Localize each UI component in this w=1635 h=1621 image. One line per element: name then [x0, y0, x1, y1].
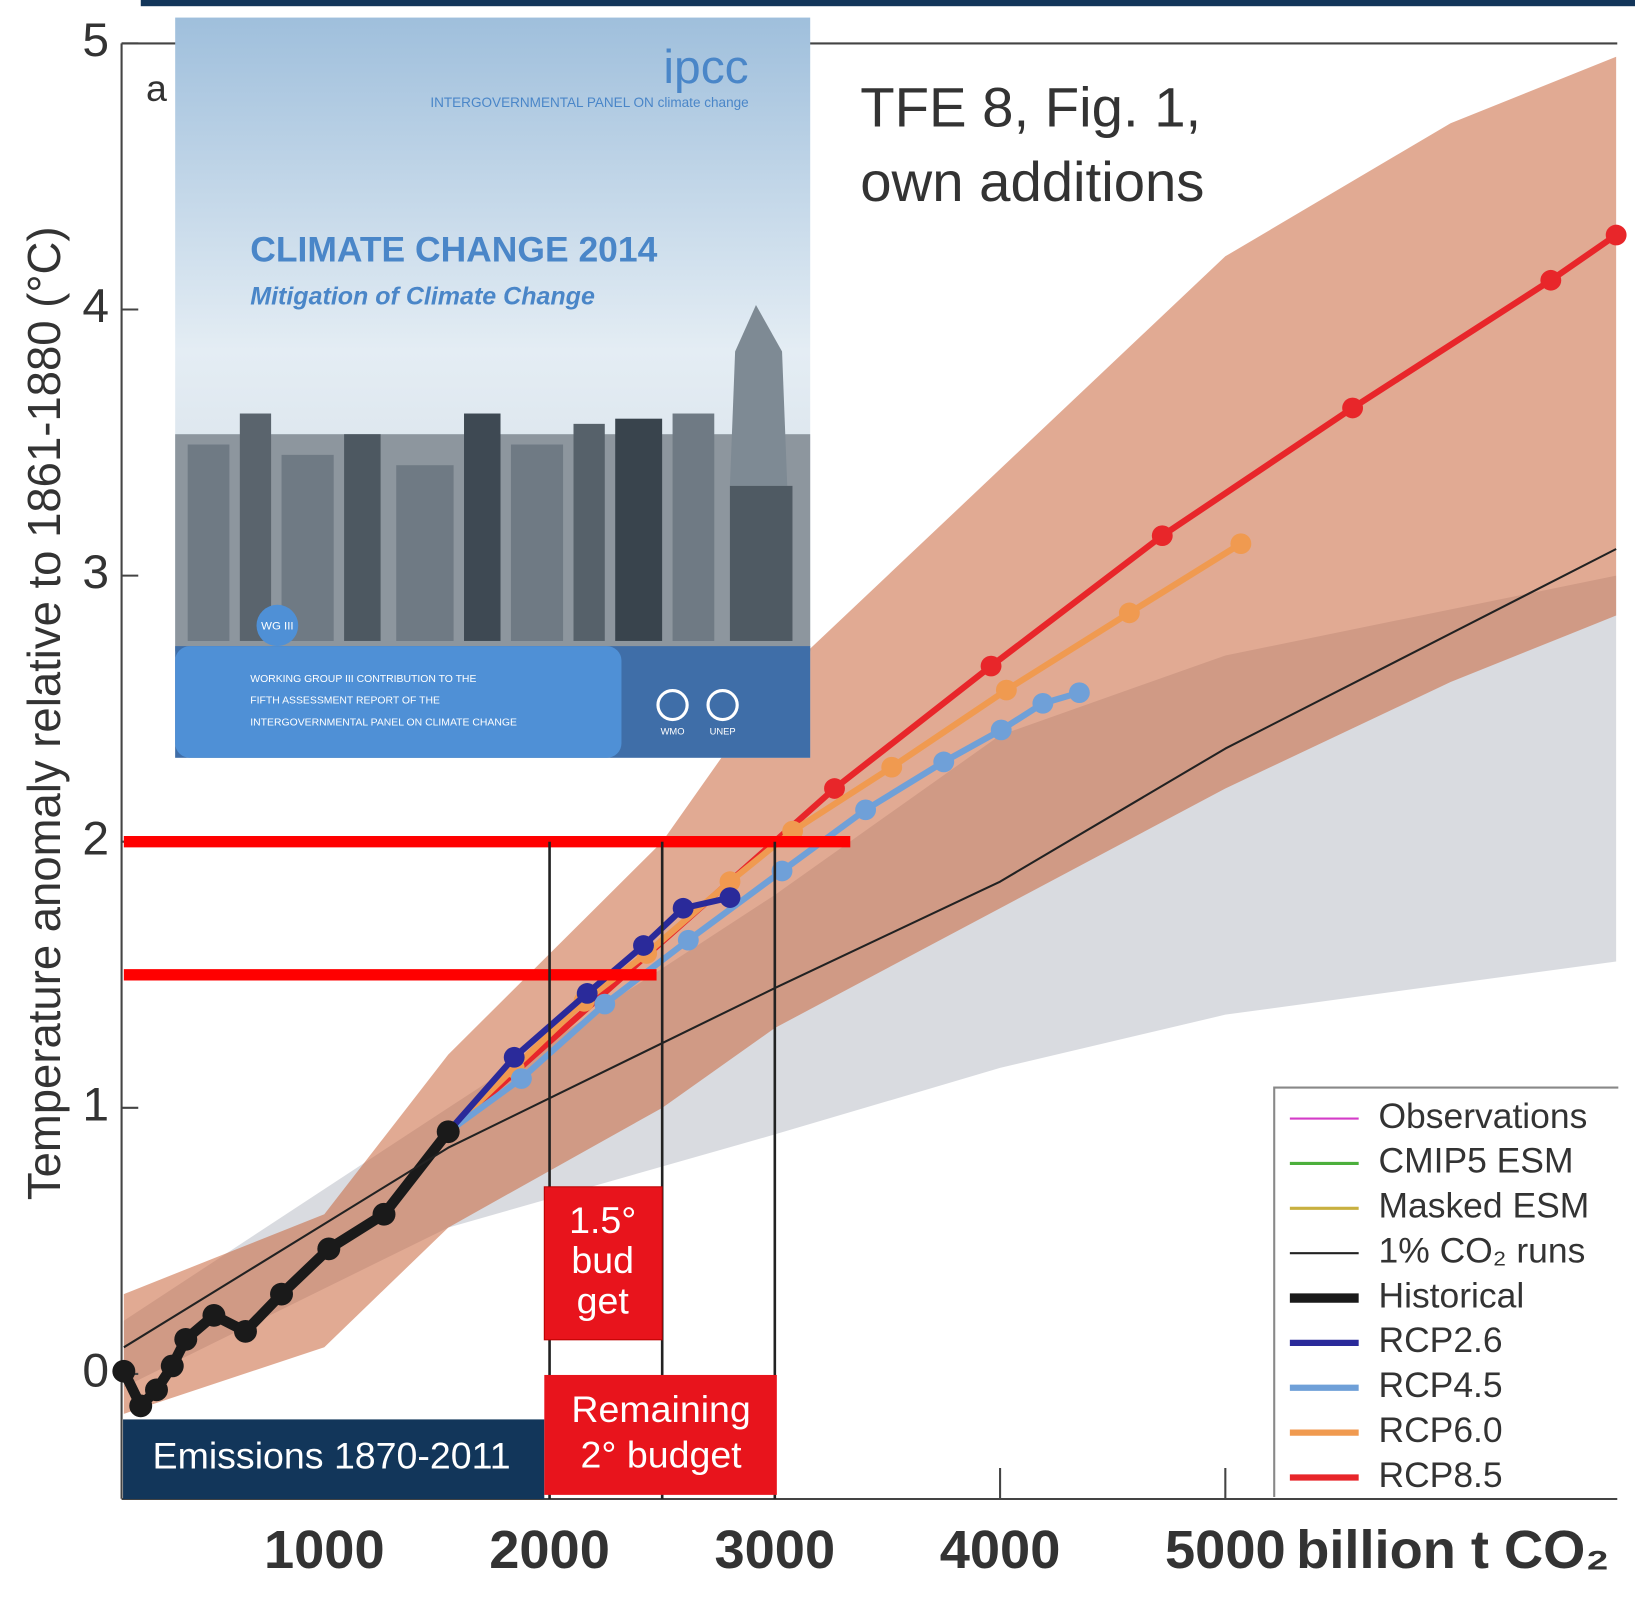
series-marker	[1152, 525, 1173, 546]
series-marker	[673, 898, 694, 919]
series-marker	[1606, 225, 1627, 246]
budget-label: bud	[571, 1239, 634, 1281]
series-marker	[881, 757, 902, 778]
cover-line: WORKING GROUP III CONTRIBUTION TO THE	[250, 674, 476, 685]
series-marker	[1342, 398, 1363, 419]
chart-title: own additions	[860, 150, 1204, 213]
x-tick-label: 2000	[489, 1520, 610, 1580]
cover-org: INTERGOVERNMENTAL PANEL ON climate chang…	[430, 95, 748, 110]
y-tick-label: 3	[82, 546, 109, 599]
series-marker	[633, 935, 654, 956]
chart-title: TFE 8, Fig. 1,	[860, 76, 1201, 139]
legend-label: Masked ESM	[1378, 1187, 1589, 1226]
legend-label: Historical	[1378, 1276, 1524, 1315]
cover-line: FIFTH ASSESSMENT REPORT OF THE	[250, 696, 440, 707]
series-marker	[202, 1304, 225, 1327]
series-marker	[145, 1379, 168, 1402]
series-marker	[373, 1203, 396, 1226]
series-marker	[996, 680, 1017, 701]
series-marker	[1032, 693, 1053, 714]
cover-logo-label: WMO	[661, 726, 685, 736]
x-tick-label: 5000	[1165, 1520, 1286, 1580]
cover-line: INTERGOVERNMENTAL PANEL ON CLIMATE CHANG…	[250, 717, 517, 728]
cover-badge-text: WG III	[261, 621, 293, 633]
emissions-label: Emissions 1870-2011	[153, 1435, 511, 1477]
series-marker	[678, 930, 699, 951]
cover-subtitle: Mitigation of Climate Change	[250, 282, 595, 310]
budget-label: 1.5°	[569, 1199, 636, 1241]
x-tick-label: 3000	[715, 1520, 836, 1580]
y-tick-label: 0	[82, 1345, 109, 1398]
y-tick-label: 2	[82, 812, 109, 865]
series-marker	[270, 1283, 293, 1306]
y-axis-label: Temperature anomaly relative to 1861-188…	[19, 226, 70, 1200]
page: 0 1 2 3 4 5 1000 2000 3000 4000 5000billion t CO₂ E…	[0, 0, 1635, 1621]
legend-label: 1% CO₂ runs	[1378, 1232, 1585, 1271]
y-tick-label: 5	[82, 14, 109, 67]
legend-label: RCP8.5	[1378, 1456, 1502, 1495]
legend-label: RCP2.6	[1378, 1321, 1502, 1360]
series-marker	[1119, 603, 1140, 624]
series-marker	[174, 1328, 197, 1351]
series-marker	[981, 656, 1002, 677]
chart: 0 1 2 3 4 5 1000 2000 3000 4000 5000billion t CO₂ E…	[0, 0, 1635, 1621]
series-marker	[161, 1355, 184, 1378]
legend-label: RCP4.5	[1378, 1366, 1502, 1405]
legend-label: Observations	[1378, 1097, 1587, 1136]
budget-label: get	[577, 1280, 630, 1322]
legend-label: CMIP5 ESM	[1378, 1142, 1573, 1181]
cover-title: CLIMATE CHANGE 2014	[250, 231, 657, 270]
x-axis-label: billion t CO₂	[1296, 1520, 1609, 1580]
series-marker	[1540, 270, 1561, 291]
series-marker	[511, 1068, 532, 1089]
panel-label: a	[146, 67, 167, 109]
legend-label: RCP6.0	[1378, 1411, 1502, 1450]
series-marker	[594, 994, 615, 1015]
x-tick-label: 1000	[264, 1520, 385, 1580]
series-marker	[1069, 682, 1090, 703]
y-tick-label: 4	[82, 280, 109, 333]
budget-label: 2° budget	[581, 1434, 743, 1476]
series-marker	[991, 720, 1012, 741]
report-cover: ipcc INTERGOVERNMENTAL PANEL ON climate …	[175, 18, 810, 758]
series-marker	[577, 983, 598, 1004]
series-marker	[504, 1047, 525, 1068]
cover-logo-text: ipcc	[663, 41, 748, 94]
y-tick-label: 1	[82, 1079, 109, 1132]
series-marker	[437, 1120, 460, 1143]
series-marker	[933, 752, 954, 773]
series-marker	[720, 887, 741, 908]
top-rule	[141, 0, 1635, 6]
series-marker	[855, 799, 876, 820]
cover-logo-label: UNEP	[710, 726, 736, 736]
series-marker	[1230, 533, 1251, 554]
series-marker	[234, 1320, 257, 1343]
series-marker	[112, 1360, 135, 1383]
series-marker	[317, 1237, 340, 1260]
budget-label: Remaining	[571, 1388, 750, 1430]
x-tick-label: 4000	[940, 1520, 1061, 1580]
